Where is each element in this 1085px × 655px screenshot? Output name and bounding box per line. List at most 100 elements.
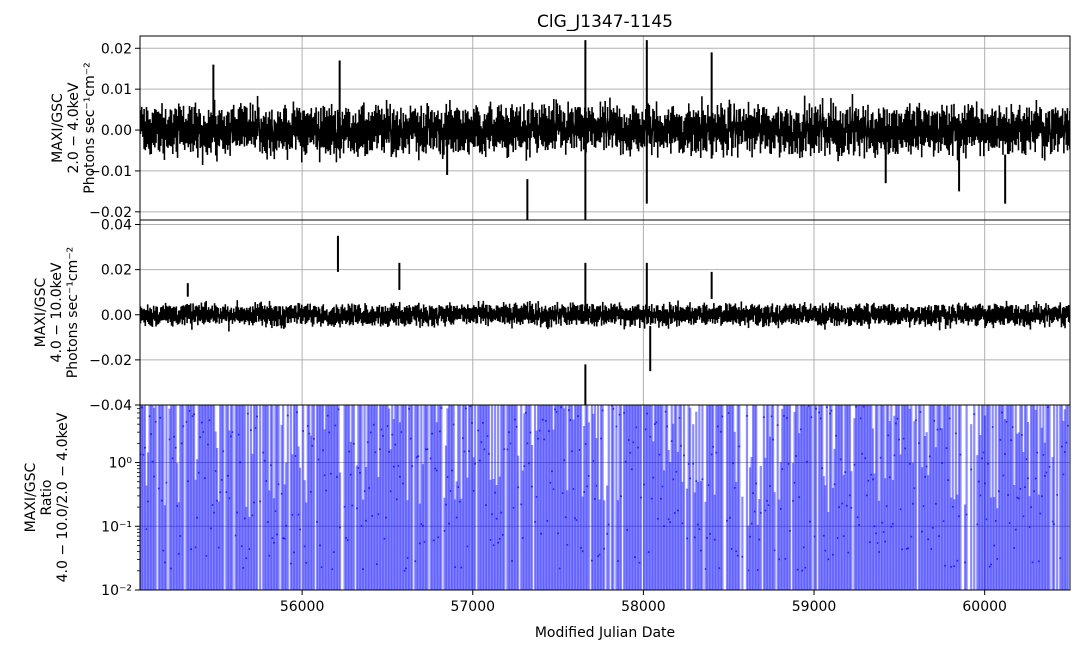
ratio-point (901, 548, 904, 551)
step-segment (843, 129, 847, 140)
step-segment (1052, 312, 1055, 316)
ratio-point (917, 442, 920, 445)
ratio-point (269, 464, 272, 467)
step-segment (913, 315, 917, 319)
step-segment (318, 313, 321, 316)
step-segment (514, 309, 518, 315)
step-segment (633, 123, 636, 127)
ratio-point (1023, 486, 1026, 489)
ratio-point (197, 471, 200, 474)
ratio-point (678, 416, 681, 419)
ratio-point (836, 536, 839, 539)
ratio-point (615, 425, 618, 428)
y-axis-title-line: 2.0 − 4.0keV (66, 82, 82, 173)
ratio-point (458, 500, 461, 503)
step-segment (773, 123, 777, 134)
step-segment (786, 124, 789, 129)
step-segment (198, 121, 202, 131)
step-segment (336, 128, 340, 132)
step-segment (392, 130, 396, 135)
step-segment (992, 312, 996, 319)
step-segment (757, 119, 760, 122)
ratio-point (426, 448, 429, 451)
ratio-point (735, 550, 738, 553)
ratio-point (388, 450, 391, 453)
ratio-point (515, 425, 518, 428)
y-tick-label: 0.00 (101, 123, 132, 139)
ratio-point (563, 459, 566, 462)
ratio-point (893, 454, 896, 457)
step-segment (641, 129, 645, 133)
step-segment (211, 121, 215, 129)
ratio-point (480, 441, 483, 444)
ratio-point (343, 505, 346, 508)
step-segment (590, 125, 593, 129)
ratio-point (1037, 560, 1040, 563)
step-segment (1008, 313, 1011, 316)
step-segment (635, 311, 638, 314)
ratio-point (914, 419, 917, 422)
step-segment (484, 125, 488, 139)
step-segment (737, 313, 740, 317)
ratio-point (844, 471, 847, 474)
step-segment (938, 316, 942, 321)
ratio-point (1042, 453, 1045, 456)
ratio-point (799, 428, 802, 431)
ratio-point (649, 435, 652, 438)
step-segment (607, 118, 611, 134)
ratio-point (474, 462, 477, 465)
step-segment (783, 312, 787, 315)
ratio-point (600, 437, 603, 440)
series-ratio (140, 405, 1070, 590)
ratio-point (921, 530, 924, 533)
step-segment (176, 316, 180, 321)
ratio-point (874, 532, 877, 535)
ratio-point (320, 566, 323, 569)
ratio-point (252, 501, 255, 504)
step-segment (561, 126, 565, 134)
ratio-point (1025, 458, 1028, 461)
step-segment (628, 314, 631, 318)
ratio-point (491, 513, 494, 516)
step-segment (359, 126, 363, 131)
step-segment (918, 119, 922, 128)
ratio-point (762, 416, 765, 419)
ratio-point (1016, 496, 1019, 499)
step-segment (1001, 313, 1004, 316)
ratio-point (179, 534, 182, 537)
step-segment (609, 118, 612, 123)
step-segment (258, 310, 261, 315)
step-segment (908, 314, 912, 320)
step-segment (702, 129, 705, 133)
ratio-point (586, 485, 589, 488)
step-segment (299, 313, 303, 317)
ratio-point (815, 407, 818, 410)
step-segment (194, 121, 198, 131)
step-segment (759, 129, 763, 139)
ratio-point (557, 532, 560, 535)
step-segment (477, 128, 481, 135)
step-segment (889, 313, 893, 319)
step-segment (290, 130, 293, 137)
ratio-point (274, 510, 277, 513)
step-segment (630, 122, 634, 135)
ratio-point (933, 419, 936, 422)
step-segment (384, 314, 388, 318)
step-segment (851, 113, 855, 139)
ratio-point (813, 535, 816, 538)
step-segment (529, 123, 532, 141)
ratio-point (616, 560, 619, 563)
step-segment (920, 133, 924, 139)
ratio-point (798, 496, 801, 499)
ratio-point (193, 413, 196, 416)
ratio-point (217, 546, 220, 549)
ratio-point (334, 424, 337, 427)
ratio-point (626, 529, 629, 532)
step-segment (388, 314, 391, 319)
ratio-point (1033, 490, 1036, 493)
ratio-point (931, 526, 934, 529)
ratio-point (529, 431, 532, 434)
step-segment (979, 125, 983, 140)
step-segment (531, 116, 535, 124)
step-segment (634, 312, 637, 317)
